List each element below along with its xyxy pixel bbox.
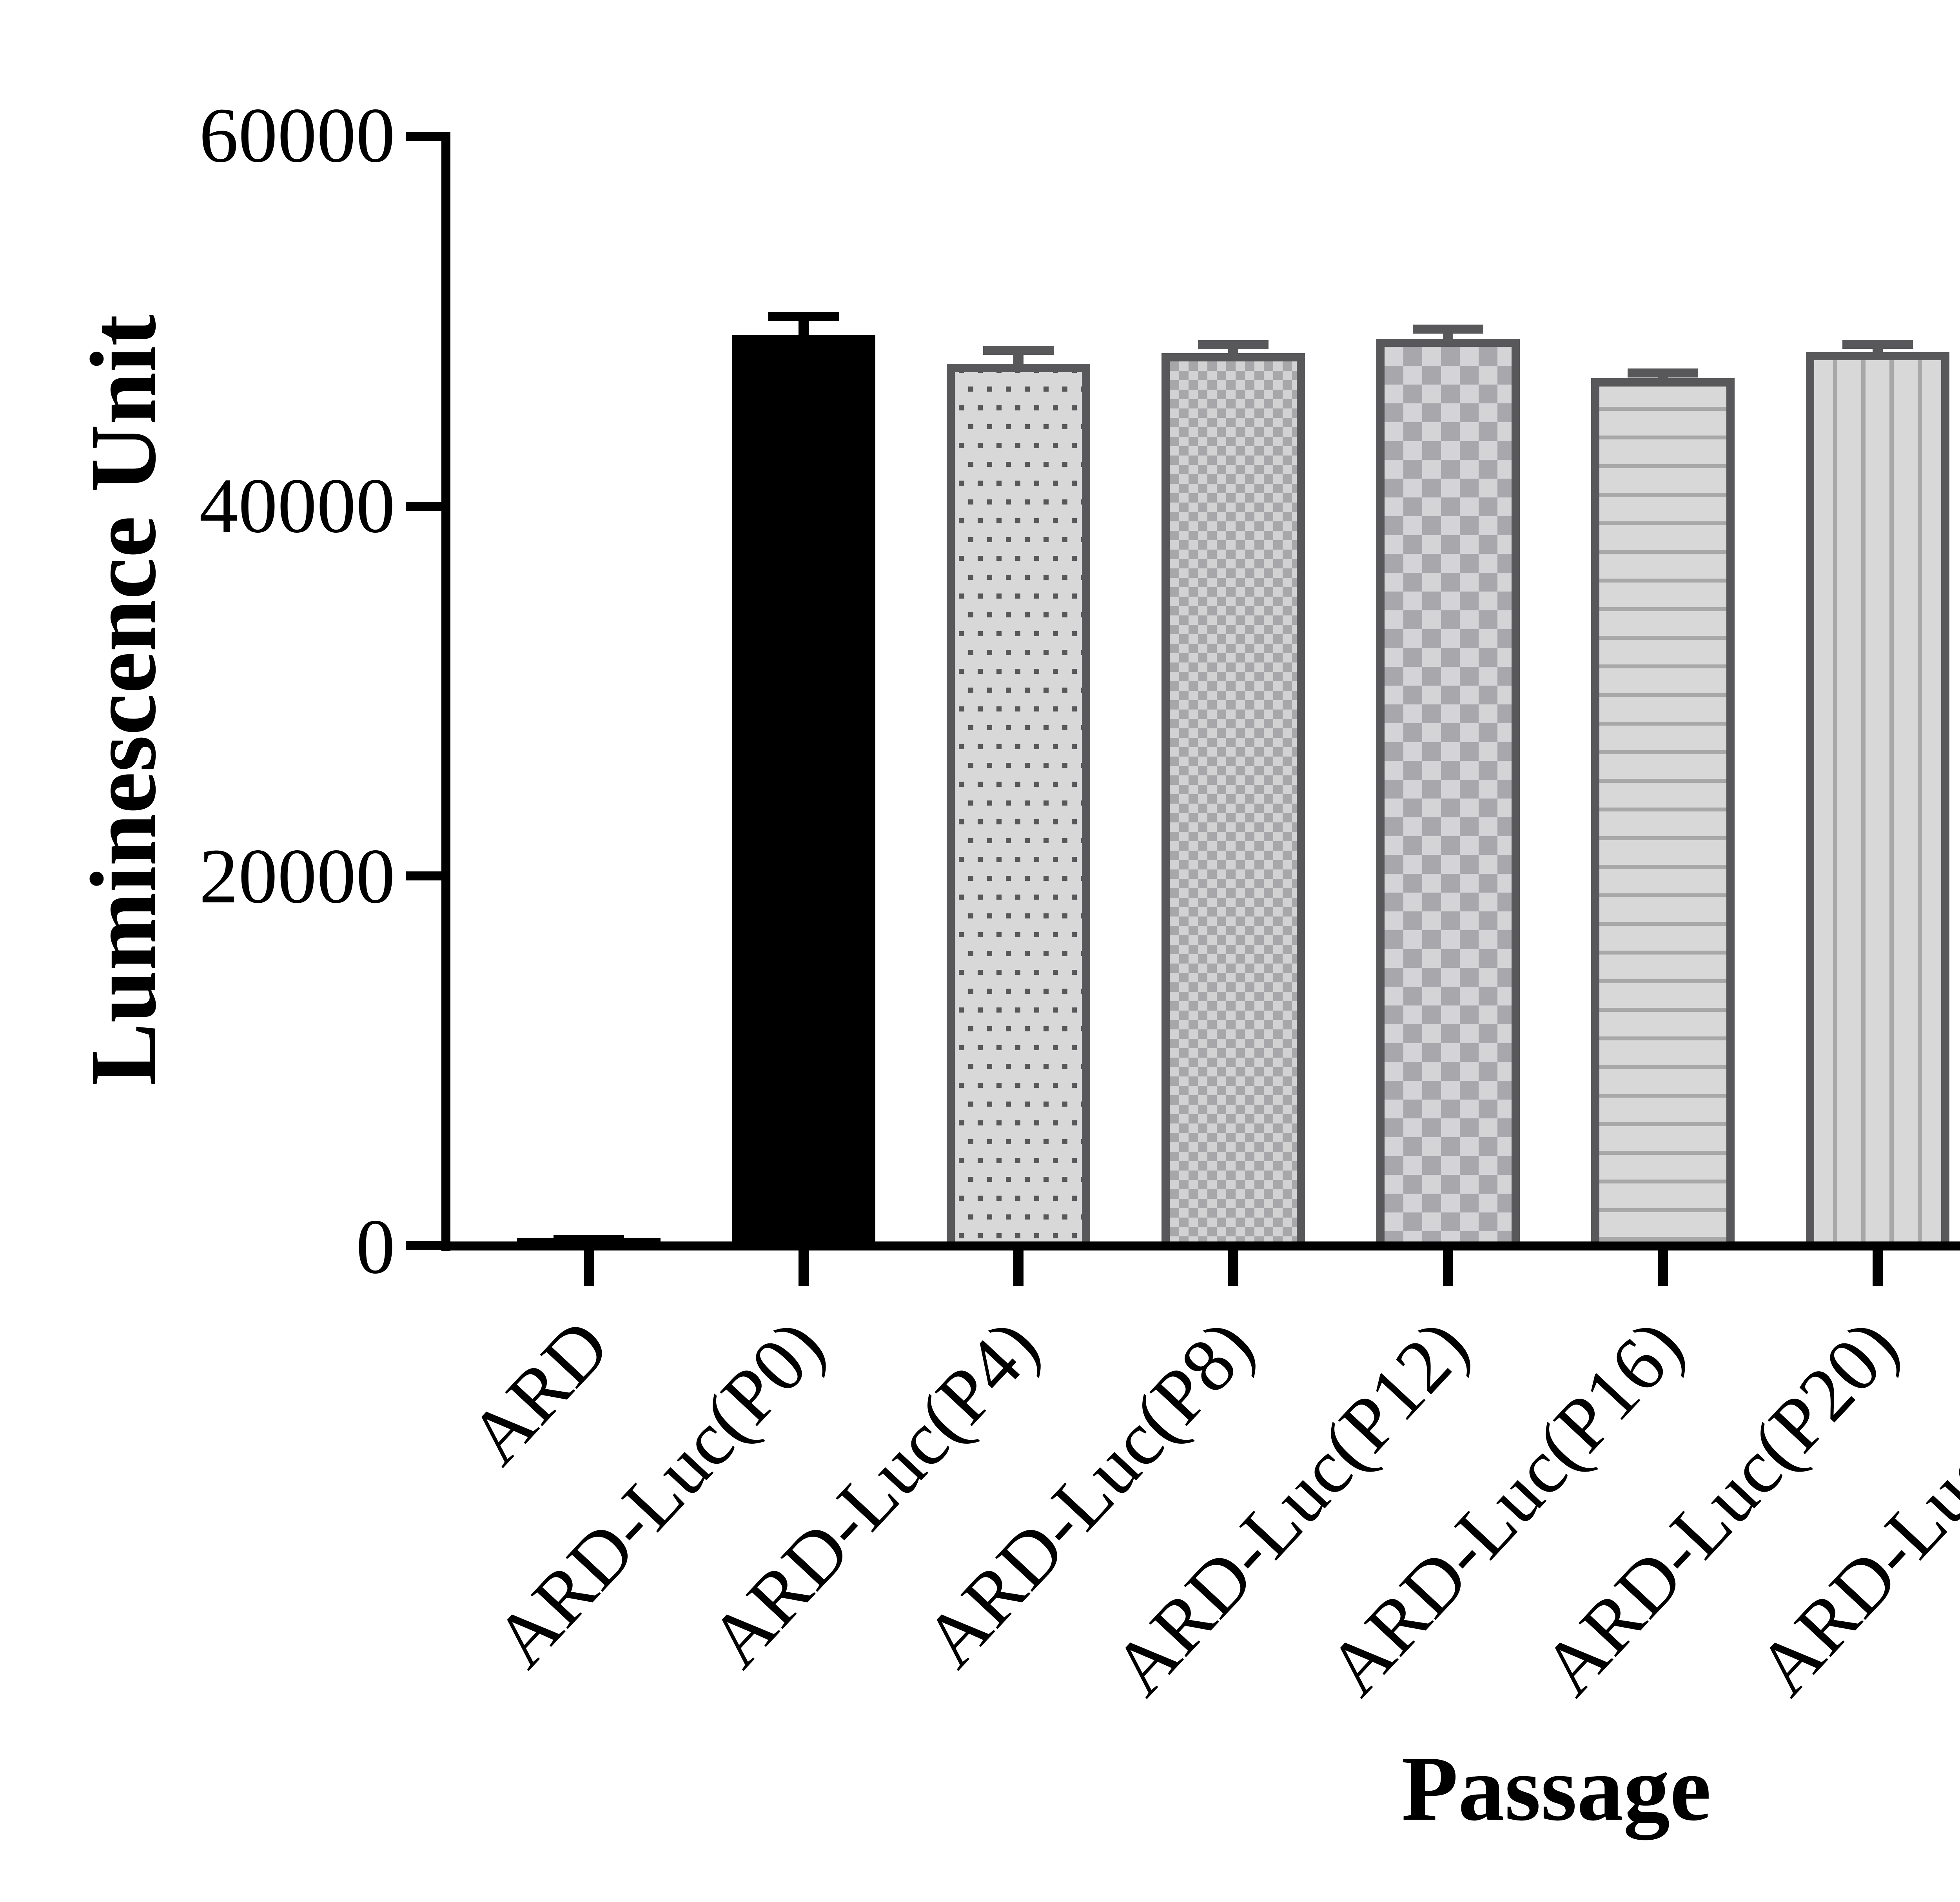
- svg-text:20000: 20000: [199, 833, 395, 920]
- svg-text:0: 0: [356, 1203, 395, 1290]
- svg-text:Luminescence Unit: Luminescence Unit: [71, 315, 175, 1086]
- svg-text:40000: 40000: [199, 463, 395, 549]
- svg-text:60000: 60000: [199, 92, 395, 179]
- svg-text:Passage: Passage: [1401, 1737, 1711, 1840]
